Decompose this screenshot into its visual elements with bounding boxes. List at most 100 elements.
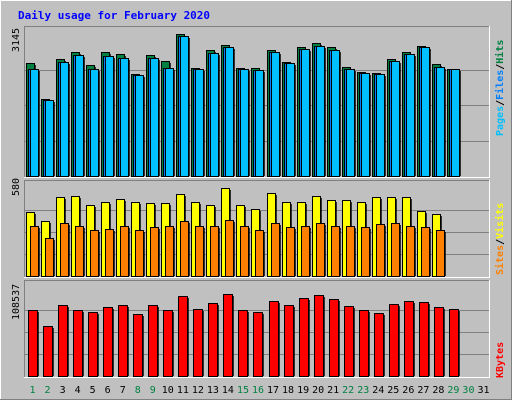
legend-sep-3: / [495, 239, 506, 245]
day-label: 17 [267, 385, 279, 396]
bar-pages-day-24 [376, 74, 385, 177]
legend-sites: Sites [494, 245, 506, 275]
day-label: 18 [282, 385, 294, 396]
bar-pages-day-14 [225, 47, 234, 177]
day-label: 10 [162, 385, 174, 396]
bar-sites-day-4 [75, 226, 84, 277]
bar-pages-day-17 [271, 52, 280, 177]
bar-pages-day-26 [406, 54, 415, 177]
bar-kbytes-day-11 [178, 296, 188, 377]
day-label: 5 [90, 385, 96, 396]
bar-pages-day-29 [451, 69, 460, 177]
day-label: 6 [105, 385, 111, 396]
bar-kbytes-day-18 [284, 305, 294, 377]
day-label: 26 [402, 385, 414, 396]
bar-kbytes-day-13 [208, 303, 218, 377]
day-label: 20 [312, 385, 324, 396]
bar-kbytes-day-1 [28, 310, 38, 377]
day-label: 11 [177, 385, 189, 396]
legend-hits: Hits [494, 40, 506, 64]
bar-sites-day-11 [180, 221, 189, 277]
panel-1-max-label: 3145 [11, 28, 22, 52]
day-label: 24 [372, 385, 384, 396]
bar-pages-day-20 [316, 46, 325, 177]
legend-middle: Sites/Visits [494, 203, 506, 275]
day-label: 1 [30, 385, 36, 396]
bar-kbytes-day-9 [148, 305, 158, 377]
bar-sites-day-18 [286, 227, 295, 277]
bar-kbytes-day-6 [103, 307, 113, 377]
bar-kbytes-day-16 [253, 312, 263, 377]
legend-bottom: KBytes [495, 342, 506, 378]
day-label: 16 [252, 385, 264, 396]
panel-3 [24, 280, 490, 378]
day-label: 29 [447, 385, 459, 396]
bar-pages-day-11 [180, 36, 189, 177]
bar-pages-day-4 [75, 55, 84, 177]
day-label: 23 [357, 385, 369, 396]
bar-sites-day-2 [45, 238, 54, 277]
panel-2 [24, 180, 490, 278]
bar-pages-day-27 [421, 47, 430, 177]
bar-pages-day-13 [210, 53, 219, 177]
day-label: 9 [150, 385, 156, 396]
bar-kbytes-day-20 [314, 295, 324, 377]
day-label: 13 [207, 385, 219, 396]
day-label: 19 [297, 385, 309, 396]
panel-1 [24, 26, 490, 178]
bar-sites-day-24 [376, 224, 385, 277]
bar-pages-day-1 [30, 69, 39, 177]
bar-kbytes-day-4 [73, 310, 83, 377]
bar-pages-day-18 [286, 63, 295, 177]
bar-kbytes-day-3 [58, 305, 68, 377]
bar-pages-day-5 [90, 69, 99, 177]
bar-pages-day-9 [150, 58, 159, 177]
bar-kbytes-day-19 [299, 298, 309, 377]
bar-kbytes-day-25 [389, 304, 399, 377]
bar-sites-day-12 [195, 226, 204, 277]
bar-pages-day-12 [195, 69, 204, 177]
day-label: 3 [60, 385, 66, 396]
bar-kbytes-day-7 [118, 305, 128, 377]
bar-pages-day-21 [331, 50, 340, 177]
day-label: 28 [432, 385, 444, 396]
chart-title: Daily usage for February 2020 [18, 9, 210, 22]
bar-pages-day-23 [361, 73, 370, 177]
bar-pages-day-8 [135, 75, 144, 177]
day-label: 7 [120, 385, 126, 396]
day-labels: 1 2 3 4 5 6 7 8 9 10 11 12 13 14 15 16 17 18 19 20 21 22 23 24 2… [30, 385, 490, 396]
legend-sep-1: / [495, 100, 506, 106]
day-label: 25 [387, 385, 399, 396]
bar-pages-day-10 [165, 68, 174, 177]
bar-sites-day-9 [150, 227, 159, 277]
bar-pages-day-7 [120, 58, 129, 177]
day-label: 2 [45, 385, 51, 396]
bar-kbytes-day-2 [43, 326, 53, 377]
bar-sites-day-13 [210, 226, 219, 277]
bar-pages-day-22 [346, 69, 355, 177]
bar-sites-day-20 [316, 223, 325, 277]
bar-sites-day-27 [421, 227, 430, 277]
bar-kbytes-day-12 [193, 309, 203, 377]
bar-kbytes-day-21 [329, 299, 339, 377]
bar-pages-day-19 [301, 49, 310, 177]
day-label: 15 [237, 385, 249, 396]
bar-sites-day-15 [240, 226, 249, 277]
day-label: 22 [342, 385, 354, 396]
bar-sites-day-21 [331, 226, 340, 277]
bar-kbytes-day-10 [163, 310, 173, 377]
panel-2-max-label: 580 [11, 178, 22, 196]
bar-pages-day-28 [436, 67, 445, 177]
bar-sites-day-23 [361, 227, 370, 277]
bar-sites-day-19 [301, 226, 310, 277]
bar-sites-day-28 [436, 230, 445, 277]
bar-kbytes-day-14 [223, 294, 233, 377]
bar-sites-day-14 [225, 220, 234, 277]
bar-pages-day-25 [391, 61, 400, 177]
bar-kbytes-day-17 [269, 301, 279, 377]
bar-kbytes-day-8 [133, 314, 143, 377]
bar-sites-day-7 [120, 226, 129, 277]
legend-top: Pages/Files/Hits [494, 40, 506, 136]
day-label: 8 [135, 385, 141, 396]
